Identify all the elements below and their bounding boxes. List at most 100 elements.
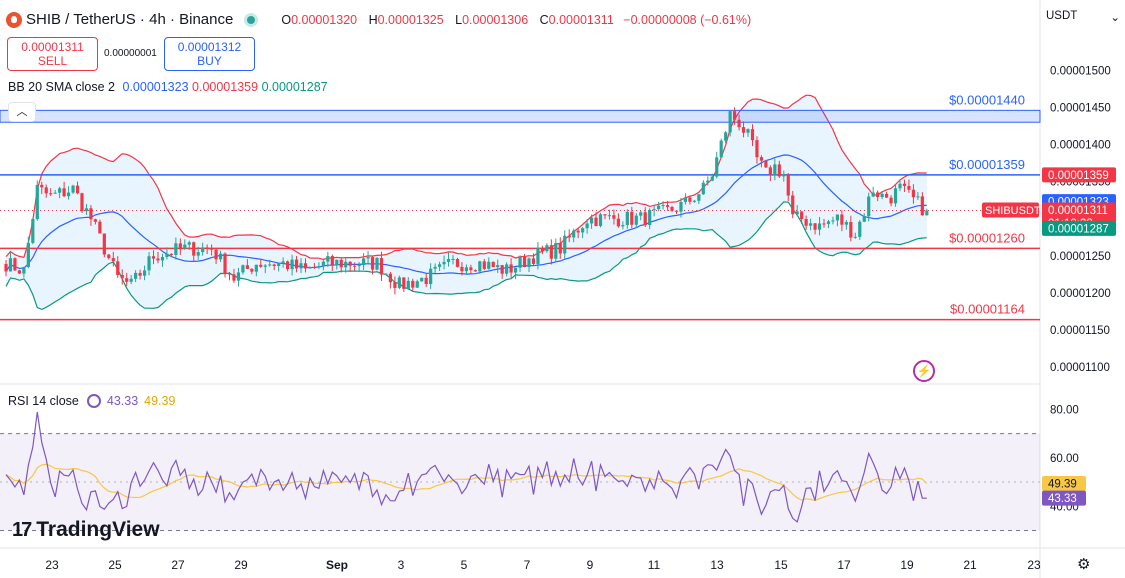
bollinger-legend[interactable]: BB 20 SMA close 2 0.00001323 0.00001359 … (8, 80, 328, 94)
candle-body (831, 220, 835, 222)
symbol-title[interactable]: SHIB / TetherUS · 4h · Binance (26, 11, 234, 28)
currency-select[interactable]: USDT ⌄ (1046, 10, 1120, 24)
candle-body (210, 248, 214, 250)
candle-body (429, 268, 433, 285)
candle-body (156, 258, 160, 261)
candle-body (232, 274, 236, 281)
ohlc-label: L (455, 12, 463, 27)
candle-body (558, 243, 562, 254)
candle-body (545, 245, 549, 252)
candle-body (102, 233, 106, 255)
time-tick-label: 3 (398, 558, 405, 572)
candle-body (750, 129, 755, 141)
candle-body (116, 261, 120, 276)
candle-body (330, 256, 334, 265)
candle-body (424, 277, 428, 285)
candle-body (165, 253, 169, 258)
time-tick-label: Sep (326, 558, 348, 572)
candle-body (581, 228, 585, 233)
candle-body (281, 261, 285, 263)
candle-body (616, 218, 620, 227)
collapse-legend-button[interactable]: ︿ (8, 102, 36, 122)
candle-body (688, 197, 692, 202)
rsi-legend[interactable]: RSI 14 close 43.33 49.39 (8, 394, 175, 408)
candle-body (567, 235, 571, 238)
time-tick-label: 21 (963, 558, 977, 572)
candle-body (160, 257, 165, 261)
candle-body (496, 265, 500, 268)
level-label: $0.00001359 (949, 157, 1025, 172)
candle-body (89, 208, 93, 220)
ohlc-value: 0.00001311 (548, 12, 614, 27)
candle-body (250, 268, 254, 272)
buy-button[interactable]: 0.00001312 BUY (164, 37, 255, 71)
candle-body (411, 280, 415, 288)
bb-lower-value: 0.00001287 (261, 80, 328, 94)
candle-body (898, 183, 902, 189)
candle-body (8, 258, 13, 272)
candle-body (245, 265, 249, 269)
candle-body (531, 258, 536, 264)
candle-body (397, 277, 401, 288)
candle-body (357, 265, 361, 267)
candle-body (728, 111, 732, 133)
candle-body (594, 217, 598, 227)
candle-body (469, 267, 473, 271)
candle-body (227, 273, 232, 275)
gear-icon[interactable]: ⚙ (1077, 556, 1091, 573)
candle-body (871, 192, 875, 197)
candle-body (259, 264, 263, 267)
price-tick-label: 0.00001150 (1050, 325, 1110, 337)
rsi-line (5, 412, 927, 523)
time-tick-label: 17 (837, 558, 851, 572)
candle-body (178, 243, 182, 249)
candle-body (692, 200, 696, 202)
candle-body (648, 209, 652, 226)
candle-body (384, 273, 388, 275)
candle-body (169, 253, 173, 255)
candle-body (518, 256, 522, 268)
candle-body (17, 270, 22, 274)
candle-body (370, 257, 375, 270)
currency-select-value: USDT (1046, 10, 1078, 22)
candle-body (603, 214, 607, 216)
candle-body (326, 256, 330, 262)
candle-body (308, 266, 312, 269)
shib-coin-icon (6, 11, 22, 28)
candle-body (254, 264, 258, 272)
candle-body (916, 196, 920, 198)
flash-alert-icon[interactable]: ⚡ (913, 360, 935, 382)
candle-body (826, 221, 831, 224)
sell-button[interactable]: 0.00001311 SELL (7, 37, 98, 71)
candle-body (142, 270, 147, 276)
candle-body (607, 215, 612, 217)
tv-mark-icon: 17 (12, 518, 32, 541)
candle-body (589, 217, 594, 224)
candle-body (353, 265, 357, 267)
ohlc-value: 0.00001320 (291, 12, 358, 27)
resistance-zone (0, 109, 1041, 123)
price-tick-label: 0.00001400 (1050, 139, 1111, 151)
candle-body (634, 215, 638, 225)
candle-body (737, 119, 741, 128)
bb-upper-value: 0.00001359 (192, 80, 259, 94)
time-tick-label: 19 (900, 558, 914, 572)
candle-body (263, 265, 267, 267)
rsi-name: RSI 14 close (8, 394, 79, 408)
candle-body (13, 258, 17, 271)
candle-body (196, 252, 200, 256)
time-tick-label: 15 (774, 558, 788, 572)
candle-body (773, 164, 777, 176)
candle-body (724, 132, 728, 141)
candle-body (406, 280, 410, 289)
candle-body (715, 157, 719, 177)
candle-body (98, 221, 102, 234)
candle-body (214, 249, 218, 260)
candle-body (75, 185, 80, 194)
level-label: $0.00001260 (949, 230, 1025, 245)
candle-body (205, 247, 209, 249)
candle-body (218, 253, 223, 260)
tradingview-logo[interactable]: 17 TradingView (12, 518, 160, 542)
loading-cycle-icon (86, 394, 101, 408)
